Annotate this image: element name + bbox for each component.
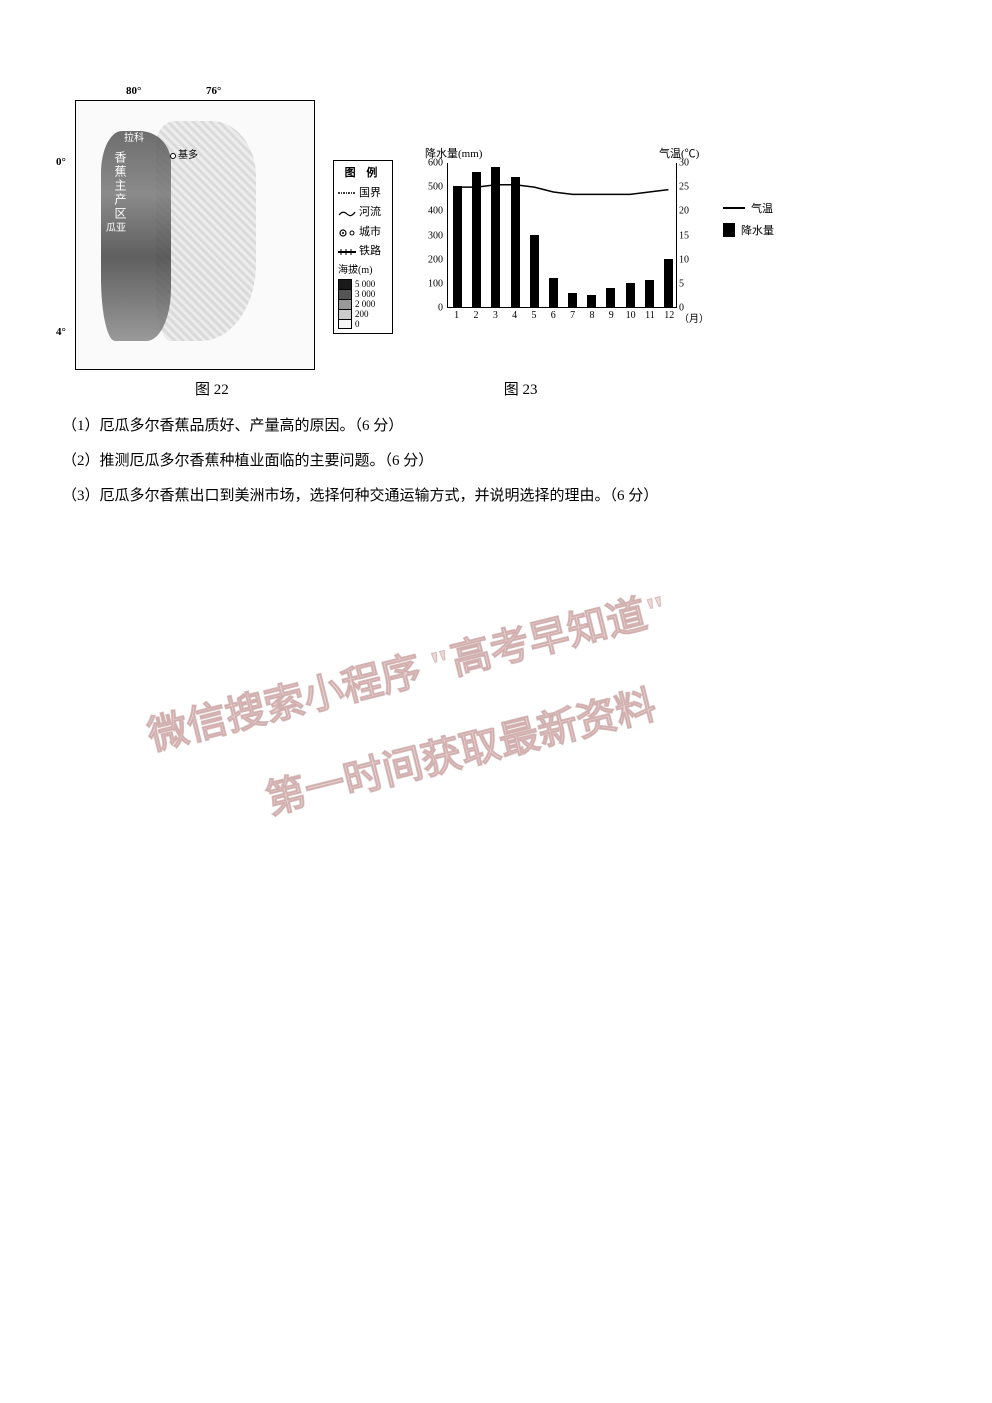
figure-captions: 图 22 图 23	[75, 378, 835, 399]
y-left-tick: 400	[428, 206, 443, 217]
question-2: （2）推测厄瓜多尔香蕉种植业面临的主要问题。（6 分）	[62, 445, 912, 478]
precip-bar	[587, 295, 596, 307]
legend-temp: 气温	[723, 200, 774, 216]
legend-precip-label: 降水量	[741, 222, 774, 238]
map-legend-box: 图 例 国界 河流 城市 铁路 海拔(m) 5 000	[333, 160, 393, 334]
legend-rail: 铁路	[338, 243, 388, 261]
precip-bar	[472, 172, 481, 307]
x-tick: 12	[660, 310, 679, 321]
precip-bar	[511, 177, 520, 308]
precip-bar	[606, 288, 615, 307]
y-right-tick: 5	[679, 278, 684, 289]
x-tick: 2	[466, 310, 485, 321]
y-right-tick: 15	[679, 230, 689, 241]
map-lon-76: 76°	[206, 85, 221, 97]
line-icon	[723, 207, 745, 209]
legend-river-label: 河流	[359, 204, 381, 222]
legend-rail-label: 铁路	[359, 243, 381, 261]
watermark-line1: 微信搜索小程序 "高考早知道"	[141, 576, 674, 762]
y-left-tick: 100	[428, 278, 443, 289]
map-lat-4: 4°	[56, 326, 66, 338]
x-tick: 3	[486, 310, 505, 321]
map-region-label: 香蕉主产区	[112, 151, 129, 221]
y-left-tick: 0	[438, 303, 443, 314]
caption-fig22: 图 22	[195, 378, 229, 399]
question-1: （1）厄瓜多尔香蕉品质好、产量高的原因。（6 分）	[62, 410, 912, 443]
x-axis-unit: （月）	[679, 310, 709, 325]
legend-boundary-label: 国界	[359, 185, 381, 203]
legend-title: 图 例	[338, 165, 388, 183]
caption-fig23: 图 23	[504, 378, 538, 399]
river-icon	[338, 209, 356, 217]
map-lat-0: 0°	[56, 156, 66, 168]
y-left-tick: 500	[428, 182, 443, 193]
x-axis-labels: 123456789101112	[447, 310, 679, 321]
x-tick: 7	[563, 310, 582, 321]
bar-icon	[723, 223, 735, 237]
climate-figure-23: 降水量(mm) 气温(℃) 0100200300400500600 051015…	[417, 145, 707, 345]
precip-bar	[664, 259, 673, 307]
y-left-tick: 600	[428, 158, 443, 169]
precip-bar	[645, 280, 654, 307]
legend-boundary: 国界	[338, 185, 388, 203]
temperature-line	[448, 163, 678, 308]
y-right-tick: 30	[679, 158, 689, 169]
precip-bar	[626, 283, 635, 307]
elev-0: 0	[355, 317, 360, 331]
y-left-tick: 200	[428, 254, 443, 265]
city-icon	[338, 228, 356, 238]
watermark-line2: 第一时间获取最新资料	[259, 672, 661, 825]
x-tick: 9	[602, 310, 621, 321]
x-tick: 10	[621, 310, 640, 321]
question-3: （3）厄瓜多尔香蕉出口到美洲市场，选择何种交通运输方式，并说明选择的理由。（6 …	[62, 480, 912, 513]
x-tick: 8	[582, 310, 601, 321]
map-lon-80: 80°	[126, 85, 141, 97]
y-right-tick: 20	[679, 206, 689, 217]
city-label-guaya: 瓜亚	[106, 219, 126, 234]
figures-row: 80° 76° 0° 4° 香蕉主产区 基多 拉科 瓜亚 图 例 国界 河流	[75, 100, 915, 370]
boundary-icon	[338, 189, 356, 197]
map-figure-22: 80° 76° 0° 4° 香蕉主产区 基多 拉科 瓜亚	[75, 100, 315, 370]
city-label-lake: 拉科	[124, 129, 144, 144]
legend-city: 城市	[338, 224, 388, 242]
y-right-tick: 25	[679, 182, 689, 193]
precip-bar	[453, 186, 462, 307]
x-tick: 4	[505, 310, 524, 321]
x-tick: 11	[640, 310, 659, 321]
watermark: 微信搜索小程序 "高考早知道" 第一时间获取最新资料	[140, 580, 860, 800]
precip-bar	[549, 278, 558, 307]
rail-icon	[338, 248, 356, 256]
y-axis-right: 051015202530	[677, 163, 705, 308]
precip-bar	[530, 235, 539, 308]
legend-temp-label: 气温	[751, 200, 773, 216]
legend-river: 河流	[338, 204, 388, 222]
elevation-scale: 5 000 3 000 2 000 200 0	[338, 279, 388, 329]
questions-block: （1）厄瓜多尔香蕉品质好、产量高的原因。（6 分） （2）推测厄瓜多尔香蕉种植业…	[62, 410, 912, 515]
city-dot-jiduo	[170, 153, 176, 159]
precip-bar	[491, 167, 500, 307]
x-tick: 1	[447, 310, 466, 321]
x-tick: 6	[544, 310, 563, 321]
y-right-tick: 10	[679, 254, 689, 265]
legend-city-label: 城市	[359, 224, 381, 242]
y-axis-left: 0100200300400500600	[417, 163, 445, 308]
x-tick: 5	[524, 310, 543, 321]
precip-bar	[568, 293, 577, 308]
legend-precip: 降水量	[723, 222, 774, 238]
chart-plot-area	[447, 163, 677, 308]
y-left-tick: 300	[428, 230, 443, 241]
city-label-jiduo: 基多	[178, 146, 198, 161]
chart-legend: 气温 降水量	[723, 200, 774, 244]
